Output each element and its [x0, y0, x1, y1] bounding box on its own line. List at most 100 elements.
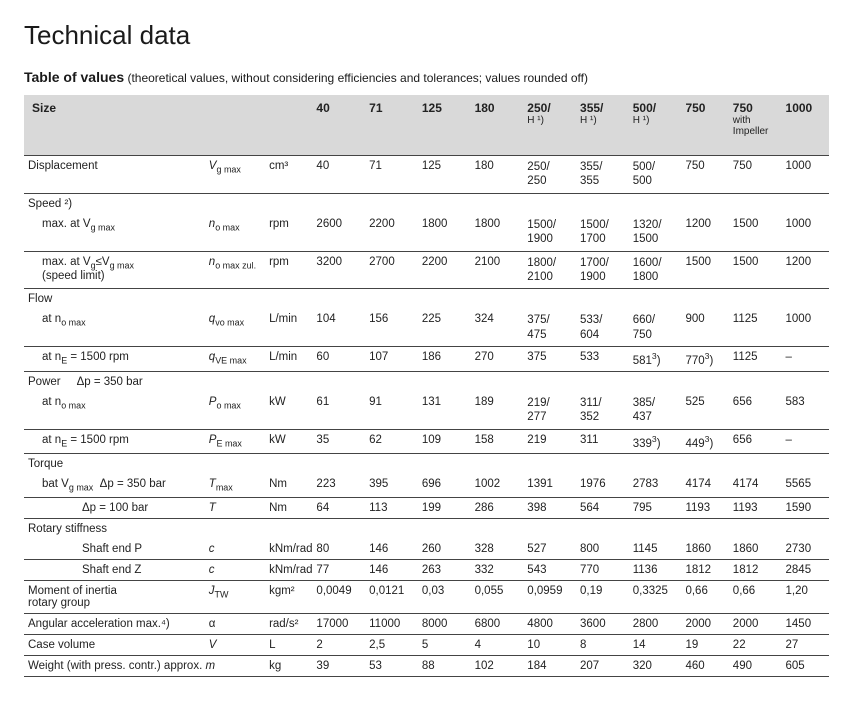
row-value: 199: [418, 497, 471, 518]
row-value: 1800: [471, 214, 524, 251]
row-value: 156: [365, 309, 418, 346]
th-750: 750: [681, 95, 728, 156]
row-value: 533: [576, 347, 629, 372]
row-value: 180: [471, 156, 524, 194]
row-value: 39: [312, 655, 365, 676]
row-value: 1320/1500: [629, 214, 682, 251]
row-value: 311: [576, 429, 629, 454]
row-value: 770: [576, 559, 629, 580]
row-empty: [312, 518, 829, 539]
row-value: 0,055: [471, 580, 524, 613]
row-value: 77: [312, 559, 365, 580]
row-value: 2000: [681, 613, 728, 634]
row-value: 113: [365, 497, 418, 518]
row-label: at nE = 1500 rpm: [24, 429, 205, 454]
row-symbol: T: [205, 497, 265, 518]
row-value: 184: [523, 655, 576, 676]
row-value: 71: [365, 156, 418, 194]
row-value: 263: [418, 559, 471, 580]
row-value: 5813): [629, 347, 682, 372]
row-value: 1000: [782, 214, 829, 251]
row-symbol: [205, 289, 265, 310]
row-value: 131: [418, 392, 471, 429]
row-torque-header: Torque: [24, 454, 829, 475]
row-value: 332: [471, 559, 524, 580]
row-flow-1500: at nE = 1500 rpmqVE maxL/min601071862703…: [24, 347, 829, 372]
row-value: 1812: [681, 559, 728, 580]
row-symbol: no max zul.: [205, 251, 265, 289]
row-value: 17000: [312, 613, 365, 634]
row-value: 320: [629, 655, 682, 676]
row-symbol: V: [205, 634, 265, 655]
row-value: 1002: [471, 474, 524, 497]
row-shaft-z: Shaft end ZckNm/rad771462633325437701136…: [24, 559, 829, 580]
row-symbol: no max: [205, 214, 265, 251]
row-value: 1,20: [782, 580, 829, 613]
row-value: 22: [729, 634, 782, 655]
row-value: 1391: [523, 474, 576, 497]
row-value: 2783: [629, 474, 682, 497]
row-symbol: [205, 193, 265, 214]
row-value: 328: [471, 539, 524, 560]
row-value: 1193: [681, 497, 728, 518]
row-value: 19: [681, 634, 728, 655]
row-value: 583: [782, 392, 829, 429]
row-value: 3600: [576, 613, 629, 634]
row-value: 64: [312, 497, 365, 518]
row-value: 189: [471, 392, 524, 429]
row-value: 225: [418, 309, 471, 346]
row-value: 2800: [629, 613, 682, 634]
row-value: 750: [681, 156, 728, 194]
row-value: 1812: [729, 559, 782, 580]
row-unit: L/min: [265, 309, 312, 346]
row-value: 2200: [418, 251, 471, 289]
row-symbol: [205, 371, 265, 392]
row-value: 656: [729, 392, 782, 429]
row-value: 207: [576, 655, 629, 676]
row-torque-350: bat Vg max Δp = 350 barTmaxNm22339569610…: [24, 474, 829, 497]
row-label: at no max: [24, 309, 205, 346]
row-value: 146: [365, 559, 418, 580]
row-value: 3200: [312, 251, 365, 289]
row-value: 0,0049: [312, 580, 365, 613]
subtitle-paren: (theoretical values, without considering…: [127, 71, 588, 85]
row-value: 395: [365, 474, 418, 497]
row-empty: [312, 193, 829, 214]
row-label: Moment of inertiarotary group: [24, 580, 205, 613]
row-value: 311/352: [576, 392, 629, 429]
row-value: 125: [418, 156, 471, 194]
row-value: 6800: [471, 613, 524, 634]
row-value: 1500/1700: [576, 214, 629, 251]
row-unit: [265, 193, 312, 214]
row-value: 109: [418, 429, 471, 454]
row-value: 60: [312, 347, 365, 372]
row-value: 7703): [681, 347, 728, 372]
row-value: 1500: [729, 251, 782, 289]
row-value: 1800: [418, 214, 471, 251]
row-value: 53: [365, 655, 418, 676]
row-label: Torque: [24, 454, 205, 475]
th-125: 125: [418, 95, 471, 156]
row-value: 564: [576, 497, 629, 518]
row-value: 1125: [729, 347, 782, 372]
row-value: 219: [523, 429, 576, 454]
row-empty: [312, 289, 829, 310]
row-value: 5: [418, 634, 471, 655]
row-value: 1500: [729, 214, 782, 251]
row-speed-limit: max. at Vg≤Vg max(speed limit)no max zul…: [24, 251, 829, 289]
row-label: max. at Vg≤Vg max(speed limit): [24, 251, 205, 289]
row-value: 2600: [312, 214, 365, 251]
row-unit: rpm: [265, 214, 312, 251]
row-value: 543: [523, 559, 576, 580]
row-value: 0,3325: [629, 580, 682, 613]
row-unit: [265, 518, 312, 539]
row-value: 355/355: [576, 156, 629, 194]
row-label: Speed ²): [24, 193, 205, 214]
row-value: 4: [471, 634, 524, 655]
row-value: 696: [418, 474, 471, 497]
row-symbol: [205, 518, 265, 539]
row-value: 2000: [729, 613, 782, 634]
row-symbol: Tmax: [205, 474, 265, 497]
row-value: 656: [729, 429, 782, 454]
row-symbol: PE max: [205, 429, 265, 454]
